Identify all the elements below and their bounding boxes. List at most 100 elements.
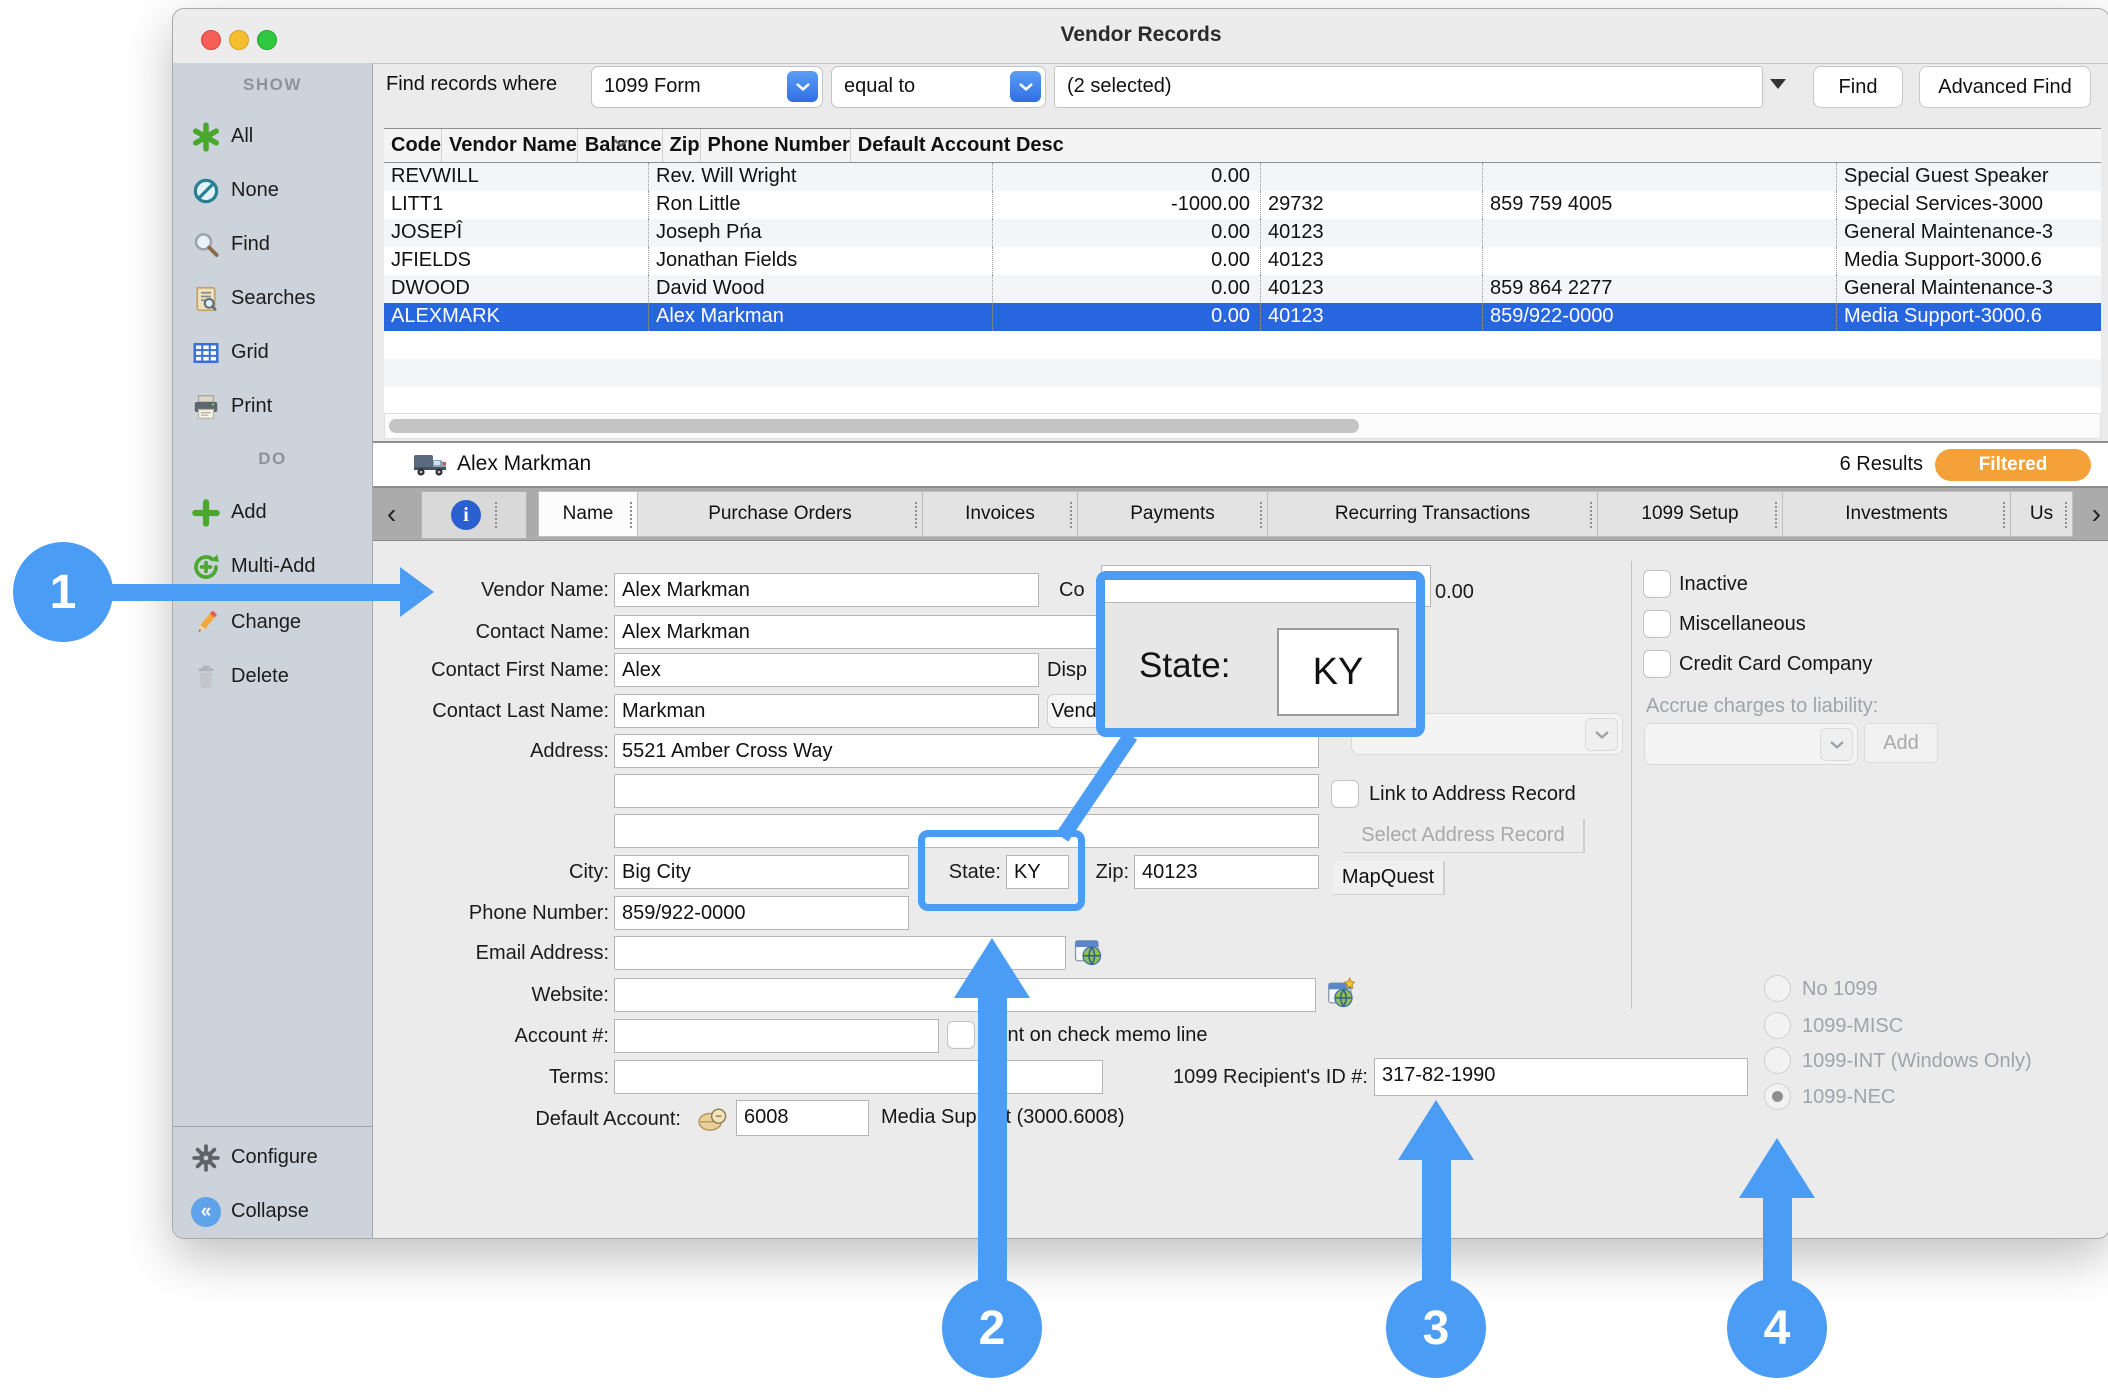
gear-icon (191, 1143, 221, 1173)
find-button[interactable]: Find (1813, 66, 1903, 108)
asterisk-icon (191, 122, 221, 152)
tab[interactable]: Payments (1078, 491, 1268, 537)
find-value-field[interactable]: (2 selected) (1054, 66, 1763, 108)
column-header[interactable]: Phone Number (699, 129, 850, 162)
minimize-window-icon[interactable] (229, 30, 249, 50)
tab[interactable]: Invoices (923, 491, 1078, 537)
credit-card-company-checkbox[interactable] (1643, 650, 1671, 678)
sidebar-do-header: DO (258, 449, 287, 468)
tab[interactable]: Name (538, 491, 638, 537)
column-header[interactable]: Zip (661, 129, 700, 162)
column-header[interactable]: Vendor Name (441, 129, 577, 162)
tabs-scroll-right-icon[interactable]: › (2091, 498, 2101, 529)
grid-icon (191, 338, 221, 368)
sidebar-item-find[interactable]: Find (173, 229, 372, 263)
horizontal-scrollbar[interactable] (384, 413, 2101, 439)
table-row[interactable]: REVWILL Rev. Will Wright 0.00 Special Gu… (384, 163, 2101, 191)
chevron-down-icon (1585, 718, 1618, 751)
table-row[interactable]: DWOOD David Wood 0.00 40123 859 864 2277… (384, 275, 2101, 303)
print-memo-label: Print on check memo line (983, 1024, 1208, 1046)
tab[interactable]: 1099 Setup (1598, 491, 1783, 537)
callout-3-arrowhead-icon (1398, 1100, 1474, 1160)
field-selector-dropdown[interactable]: 1099 Form (591, 66, 823, 108)
website-app-icon[interactable] (1326, 977, 1356, 1009)
contact-last-name-field[interactable]: Markman (614, 694, 1039, 728)
inactive-checkbox[interactable] (1643, 570, 1671, 598)
operator-selector-dropdown[interactable]: equal to (831, 66, 1046, 108)
terms-field[interactable] (614, 1060, 1103, 1094)
mapquest-button[interactable]: MapQuest (1333, 861, 1445, 895)
column-header[interactable]: Default Account Desc (849, 129, 1064, 162)
callout-2-arrowhead-icon (954, 938, 1030, 998)
contact-first-name-field[interactable]: Alex (614, 653, 1039, 687)
sidebar-item-grid[interactable]: Grid (173, 337, 372, 371)
state-highlight-box (918, 830, 1085, 911)
zoom-window-icon[interactable] (257, 30, 277, 50)
address-line1-field[interactable]: 5521 Amber Cross Way (614, 734, 1319, 768)
tabs-scroll-left-icon[interactable]: ‹ (387, 498, 397, 529)
miscellaneous-label: Miscellaneous (1679, 613, 1806, 635)
liability-dropdown-disabled[interactable] (1644, 723, 1858, 765)
sidebar-item-delete[interactable]: Delete (173, 661, 372, 695)
tab-info[interactable]: i (421, 491, 527, 539)
phone-field[interactable]: 859/922-0000 (614, 896, 909, 930)
account-lookup-icon[interactable] (696, 1105, 730, 1133)
sidebar-item-change[interactable]: Change (173, 607, 372, 641)
recipient-id-field[interactable]: 317-82-1990 (1374, 1058, 1748, 1096)
default-account-field[interactable]: 6008 (736, 1100, 869, 1136)
sidebar-item-all[interactable]: All (173, 121, 372, 155)
empty-row (384, 331, 2101, 359)
email-app-icon[interactable] (1073, 937, 1103, 967)
table-row[interactable]: JOSEPÎ Joseph Pńa 0.00 40123 General Mai… (384, 219, 2101, 247)
plus-icon (191, 498, 221, 528)
table-header-row: Code Vendor Name Balance Zip Phone Number Def… (384, 129, 2101, 163)
sidebar-item-collapse[interactable]: « Collapse (173, 1196, 372, 1230)
close-window-icon[interactable] (201, 30, 221, 50)
account-number-field[interactable] (614, 1019, 939, 1053)
tab-separator (1775, 502, 1777, 528)
radio-icon (1764, 1012, 1791, 1039)
sort-chevron-icon[interactable] (613, 137, 629, 149)
recipient-id-label: 1099 Recipient's ID #: (1172, 1066, 1368, 1088)
tab[interactable]: Recurring Transactions (1268, 491, 1598, 537)
vendor-name-field[interactable]: Alex Markman (614, 573, 1039, 607)
scrollbar-thumb[interactable] (389, 419, 1359, 433)
sidebar-item-none[interactable]: None (173, 175, 372, 209)
value-options-caret-icon[interactable] (1770, 79, 1786, 89)
state-field[interactable]: KY (1006, 855, 1069, 889)
miscellaneous-checkbox[interactable] (1643, 610, 1671, 638)
select-address-record-button[interactable]: Select Address Record (1343, 819, 1585, 853)
sidebar-item-searches[interactable]: Searches (173, 283, 372, 317)
tab-separator (2003, 502, 2005, 528)
sidebar-item-configure[interactable]: Configure (173, 1142, 372, 1176)
collapse-icon: « (191, 1197, 221, 1227)
display-label-fragment: Disp (1047, 659, 1088, 681)
print-memo-checkbox[interactable] (947, 1021, 975, 1049)
tab-separator (2065, 502, 2067, 528)
empty-row (384, 387, 2101, 416)
city-field[interactable]: Big City (614, 855, 909, 889)
filtered-badge[interactable]: Filtered (1935, 449, 2091, 481)
chevron-down-icon[interactable] (787, 71, 818, 102)
sidebar-item-print[interactable]: Print (173, 391, 372, 425)
chevron-down-icon[interactable] (1010, 71, 1041, 102)
tab[interactable]: Us (2011, 491, 2073, 537)
link-address-checkbox[interactable] (1331, 780, 1359, 808)
table-row[interactable]: JFIELDS Jonathan Fields 0.00 40123 Media… (384, 247, 2101, 275)
vendor-button-fragment[interactable]: Vend (1047, 694, 1101, 728)
sidebar-item-multi-add[interactable]: Multi-Add (173, 551, 372, 585)
advanced-find-button[interactable]: Advanced Find (1919, 66, 2091, 108)
column-header[interactable]: Code (391, 134, 441, 156)
callout-4-circle: 4 (1727, 1278, 1827, 1378)
add-liability-button[interactable]: Add (1864, 723, 1938, 763)
saved-searches-icon (191, 284, 221, 314)
zip-field[interactable]: 40123 (1134, 855, 1319, 889)
radio-icon (1764, 1047, 1791, 1074)
tab[interactable]: Purchase Orders (638, 491, 923, 537)
tab[interactable]: Investments (1783, 491, 2011, 537)
sidebar-item-add[interactable]: Add (173, 497, 372, 531)
table-row[interactable]: LITT1 Ron Little -1000.00 29732 859 759 … (384, 191, 2101, 219)
table-row[interactable]: ALEXMARK Alex Markman 0.00 40123 859/922… (384, 303, 2101, 331)
balance-label-fragment: Co (1059, 579, 1085, 601)
address-line2-field[interactable] (614, 774, 1319, 808)
